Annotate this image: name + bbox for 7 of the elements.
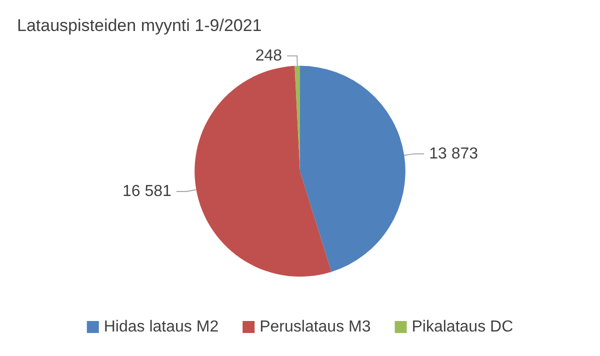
chart-title: Latauspisteiden myynti 1-9/2021 [17, 16, 262, 35]
legend-label: Hidas lataus M2 [104, 318, 219, 336]
data-label: 13 873 [429, 145, 478, 162]
legend-label: Pikalataus DC [412, 318, 514, 336]
data-label: 16 581 [122, 182, 172, 200]
legend-label: Peruslataus M3 [260, 318, 371, 336]
data-label: 248 [255, 47, 282, 64]
